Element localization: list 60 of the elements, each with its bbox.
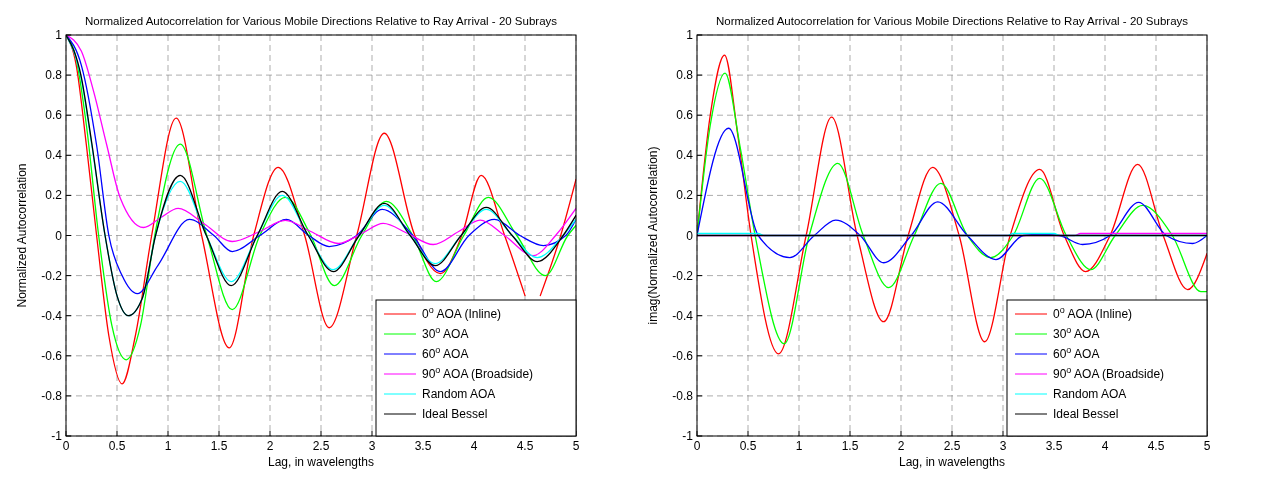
y-tick-label: 0.8 bbox=[45, 68, 63, 83]
x-tick-label: 1.5 bbox=[210, 439, 228, 453]
y-tick-label: 1 bbox=[686, 28, 694, 42]
legend-label: 30$^{o}$ AOA bbox=[1053, 325, 1100, 341]
legend-label: 60$^{o}$ AOA bbox=[1053, 345, 1100, 361]
legend-label: 90$^{o}$ AOA (Broadside) bbox=[1053, 365, 1165, 381]
y-axis-title: imag(Normalized Autocorrelation) bbox=[646, 146, 660, 325]
x-tick-label: 3 bbox=[368, 439, 376, 453]
y-axis-title: Normalized Autocorrelation bbox=[15, 163, 29, 308]
y-tick-label: 0.4 bbox=[45, 148, 63, 163]
legend-label: Random AOA bbox=[422, 387, 496, 401]
x-tick-label: 4.5 bbox=[1147, 439, 1165, 453]
y-tick-label: 0.8 bbox=[676, 68, 694, 83]
y-tick-label: -0.4 bbox=[41, 308, 63, 323]
legend-label: 60$^{o}$ AOA bbox=[422, 345, 469, 361]
legend-label: Random AOA bbox=[1053, 387, 1127, 401]
x-tick-label: 2 bbox=[897, 439, 905, 453]
legend-label: 0$^{o}$ AOA (Inline) bbox=[1053, 305, 1133, 321]
x-tick-label: 4.5 bbox=[516, 439, 534, 453]
y-tick-label: -0.2 bbox=[41, 268, 63, 283]
legend-label: 30$^{o}$ AOA bbox=[422, 325, 469, 341]
y-tick-label: -0.8 bbox=[41, 388, 63, 403]
x-tick-label: 1 bbox=[795, 439, 803, 453]
x-tick-label: 3.5 bbox=[414, 439, 432, 453]
x-tick-label: 0.5 bbox=[739, 439, 757, 453]
y-tick-label: 0 bbox=[686, 228, 694, 243]
y-tick-label: -1 bbox=[51, 429, 63, 443]
y-tick-label: -1 bbox=[682, 429, 694, 443]
x-axis-title: Lag, in wavelengths bbox=[898, 455, 1006, 469]
y-tick-label: 0.6 bbox=[45, 108, 63, 123]
chart-title: Normalized Autocorrelation for Various Mobile Directions Relative to Ray Arrival - 20 Subrays bbox=[84, 15, 558, 27]
y-tick-label: 0.6 bbox=[676, 108, 694, 123]
legend-label: Ideal Bessel bbox=[422, 407, 488, 421]
x-tick-label: 2 bbox=[266, 439, 274, 453]
y-tick-label: 1 bbox=[55, 28, 63, 42]
y-tick-label: 0 bbox=[55, 228, 63, 243]
y-tick-label: -0.6 bbox=[41, 348, 63, 363]
y-tick-label: -0.2 bbox=[672, 268, 694, 283]
x-tick-label: 1 bbox=[164, 439, 172, 453]
legend-label: 0$^{o}$ AOA (Inline) bbox=[422, 305, 502, 321]
y-tick-label: 0.2 bbox=[676, 188, 694, 203]
y-tick-label: -0.6 bbox=[672, 348, 694, 363]
x-tick-label: 4 bbox=[1101, 439, 1109, 453]
x-tick-label: 0.5 bbox=[108, 439, 126, 453]
x-tick-label: 1.5 bbox=[841, 439, 859, 453]
x-tick-label: 4 bbox=[470, 439, 478, 453]
y-tick-label: 0.2 bbox=[45, 188, 63, 203]
x-tick-label: 3 bbox=[999, 439, 1007, 453]
chart-title: Normalized Autocorrelation for Various Mobile Directions Relative to Ray Arrival - 20 Subrays bbox=[715, 15, 1189, 27]
x-tick-label: 2.5 bbox=[943, 439, 961, 453]
y-tick-label: 0.4 bbox=[676, 148, 694, 163]
x-axis-title: Lag, in wavelengths bbox=[267, 455, 375, 469]
y-tick-label: -0.4 bbox=[672, 308, 694, 323]
x-tick-label: 5 bbox=[572, 439, 580, 453]
legend-label: Ideal Bessel bbox=[1053, 407, 1119, 421]
x-tick-label: 3.5 bbox=[1045, 439, 1063, 453]
x-tick-label: 5 bbox=[1203, 439, 1211, 453]
legend-label: 90$^{o}$ AOA (Broadside) bbox=[422, 365, 534, 381]
x-tick-label: 2.5 bbox=[312, 439, 330, 453]
y-tick-label: -0.8 bbox=[672, 388, 694, 403]
